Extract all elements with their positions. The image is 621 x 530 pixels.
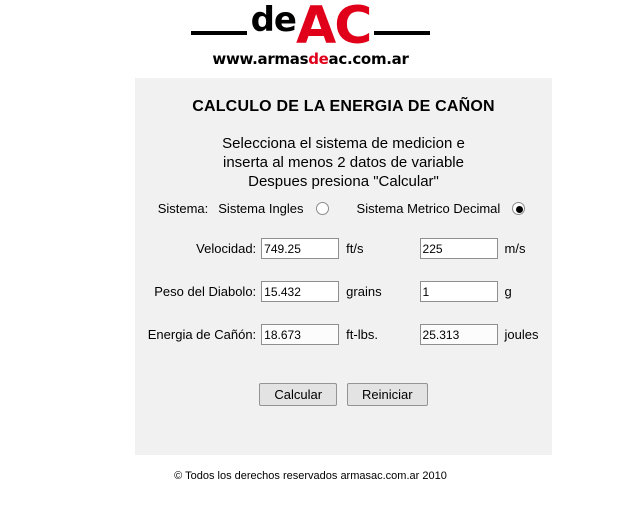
input-peso-imperial[interactable] <box>261 281 340 302</box>
input-energia-imperial[interactable] <box>261 324 340 345</box>
input-peso-metric[interactable] <box>419 281 498 302</box>
label-velocidad: Velocidad: <box>196 241 257 256</box>
radio-label-metric: Sistema Metrico Decimal <box>356 201 501 216</box>
input-energia-metric[interactable] <box>419 324 498 345</box>
copyright-footer: © Todos los derechos reservados armasac.… <box>174 470 447 482</box>
system-label: Sistema: <box>157 201 209 216</box>
field-row-velocidad: Velocidad: ft/s m/s <box>135 238 552 259</box>
logo-wordmark: de AC <box>0 0 621 56</box>
logo-url-part-red: de <box>308 50 329 68</box>
logo-url: www.armasdeac.com.ar <box>0 50 621 68</box>
velocidad-metric-group: m/s <box>419 238 552 259</box>
input-velocidad-metric[interactable] <box>419 238 498 259</box>
unit-velocidad-metric: m/s <box>504 241 526 256</box>
instructions-line-2: inserta al menos 2 datos de variable <box>223 154 464 171</box>
logo-text-de: de <box>250 0 297 40</box>
site-logo: de AC www.armasdeac.com.ar <box>0 0 621 68</box>
calculator-panel: CALCULO DE LA ENERGIA DE CAÑON Seleccion… <box>135 78 552 455</box>
energia-metric-group: joules <box>419 324 552 345</box>
instructions-line-1: Selecciona el sistema de medicion e <box>222 135 465 152</box>
unit-peso-metric: g <box>504 284 512 299</box>
logo-rule-left-icon <box>190 31 247 35</box>
reset-button[interactable]: Reiniciar <box>347 383 428 406</box>
logo-text-ac: AC <box>296 0 372 56</box>
calculate-button[interactable]: Calcular <box>259 383 338 406</box>
peso-metric-group: g <box>419 281 552 302</box>
action-buttons: Calcular Reiniciar <box>135 383 552 406</box>
site-header: de AC www.armasdeac.com.ar <box>0 0 621 78</box>
unit-peso-imperial: grains <box>346 284 382 299</box>
unit-velocidad-imperial: ft/s <box>346 241 364 256</box>
logo-url-part2: ac.com.ar <box>328 50 409 68</box>
system-selector: Sistema: Sistema Ingles Sistema Metrico … <box>135 201 552 216</box>
page-title: CALCULO DE LA ENERGIA DE CAÑON <box>192 98 495 115</box>
field-row-energia: Energia de Cañón: ft-lbs. joules <box>135 324 552 345</box>
field-row-peso-diabolo: Peso del Diabolo: grains g <box>135 281 552 302</box>
input-velocidad-imperial[interactable] <box>261 238 340 259</box>
unit-energia-imperial: ft-lbs. <box>346 327 378 342</box>
logo-rule-right-icon <box>374 31 431 35</box>
instructions: Selecciona el sistema de medicion e inse… <box>135 134 552 191</box>
radio-label-imperial: Sistema Ingles <box>218 201 304 216</box>
logo-url-part1: www.armas <box>212 50 309 68</box>
instructions-line-3: Despues presiona "Calcular" <box>248 173 439 190</box>
unit-energia-metric: joules <box>504 327 539 342</box>
label-energia: Energia de Cañón: <box>147 327 257 342</box>
label-peso-diabolo: Peso del Diabolo: <box>154 284 257 299</box>
radio-sistema-ingles[interactable] <box>315 202 329 215</box>
radio-sistema-metrico-decimal[interactable] <box>512 202 526 215</box>
